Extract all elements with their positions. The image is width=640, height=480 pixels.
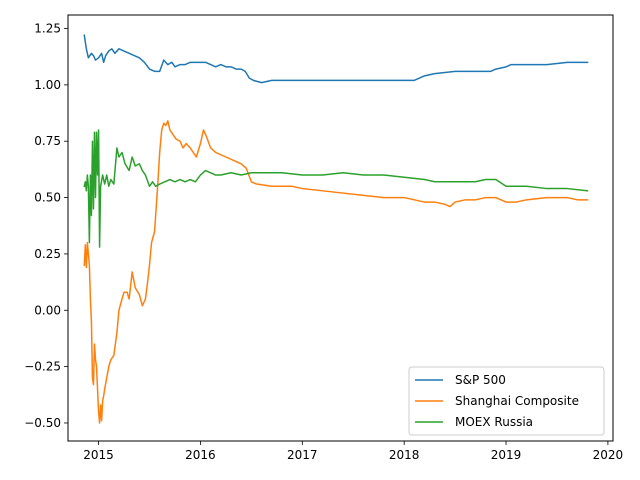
x-tick-label: 2017 xyxy=(287,448,318,462)
y-axis: −0.50 −0.25 0.00 0.25 0.50 0.75 1.00 1.25 xyxy=(24,22,68,430)
x-tick-label: 2015 xyxy=(83,448,114,462)
series-line-2 xyxy=(83,129,589,248)
series-layer xyxy=(83,34,589,424)
y-tick-label: 0.25 xyxy=(34,247,61,261)
x-tick-label: 2018 xyxy=(389,448,420,462)
x-axis: 2015 2016 2017 2018 2019 2020 xyxy=(83,441,623,462)
legend-items: S&P 500 Shanghai Composite MOEX Russia xyxy=(415,373,579,429)
series-line-1 xyxy=(83,120,589,424)
x-tick-label: 2016 xyxy=(185,448,216,462)
x-tick-label: 2019 xyxy=(491,448,522,462)
legend-label-0: S&P 500 xyxy=(455,373,506,387)
legend-box xyxy=(408,366,605,436)
legend-label-2: MOEX Russia xyxy=(455,415,533,429)
y-tick-label: −0.25 xyxy=(24,360,61,374)
series-line-0 xyxy=(83,34,589,84)
y-tick-label: 0.50 xyxy=(34,191,61,205)
legend: S&P 500 Shanghai Composite MOEX Russia xyxy=(408,366,605,436)
plot-frame xyxy=(67,14,614,442)
y-tick-label: 1.00 xyxy=(34,78,61,92)
y-tick-label: −0.50 xyxy=(24,416,61,430)
legend-label-1: Shanghai Composite xyxy=(455,394,579,408)
y-tick-label: 1.25 xyxy=(34,22,61,36)
y-tick-label: 0.75 xyxy=(34,134,61,148)
y-tick-label: 0.00 xyxy=(34,303,61,317)
x-tick-label: 2020 xyxy=(593,448,624,462)
